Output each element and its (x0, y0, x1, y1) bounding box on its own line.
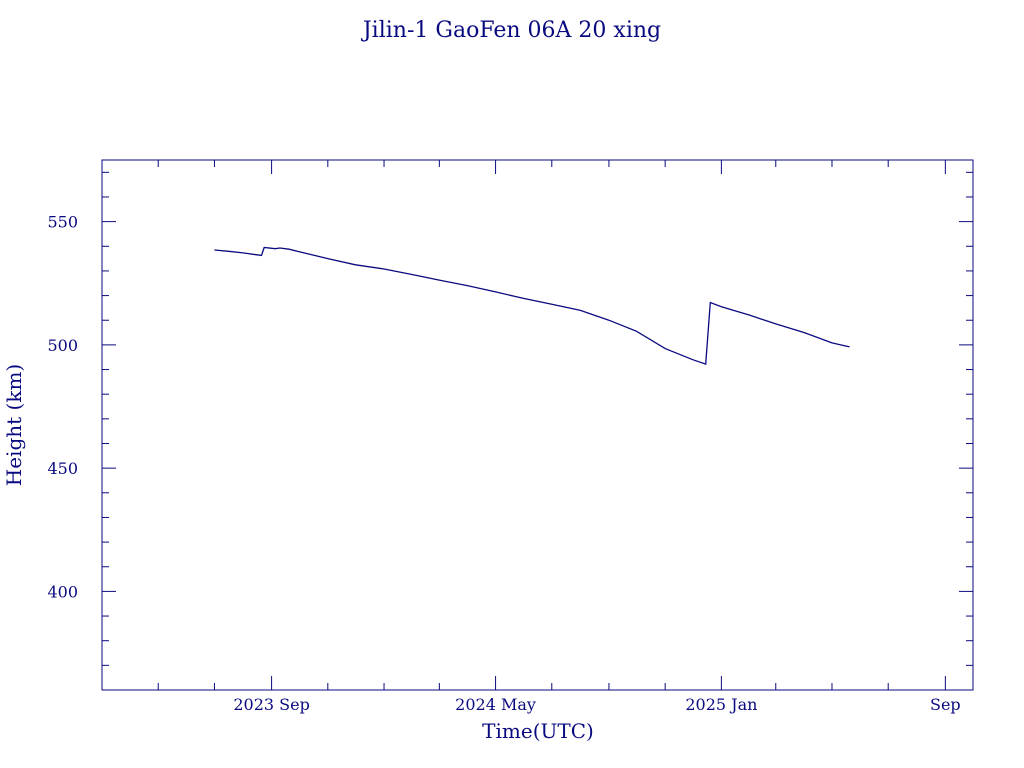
x-tick-label: Sep (930, 695, 961, 714)
y-tick-label: 500 (47, 336, 78, 355)
x-axis-title: Time(UTC) (482, 719, 594, 743)
height-series-line (214, 246, 850, 365)
y-tick-label: 550 (47, 213, 78, 232)
x-axis: 2023 Sep 2024 May 2025 Jan Sep (157, 160, 961, 714)
y-tick-label: 450 (47, 459, 78, 478)
y-tick-label: 400 (47, 582, 78, 601)
plot-frame (101, 159, 974, 691)
chart-title: Jilin-1 GaoFen 06A 20 xing (361, 18, 661, 43)
x-tick-label: 2024 May (455, 695, 536, 714)
x-tick-label: 2025 Jan (685, 695, 757, 714)
y-axis: 400 450 500 550 (47, 171, 973, 691)
x-tick-label: 2023 Sep (233, 695, 309, 714)
y-axis-title: Height (km) (2, 364, 26, 486)
